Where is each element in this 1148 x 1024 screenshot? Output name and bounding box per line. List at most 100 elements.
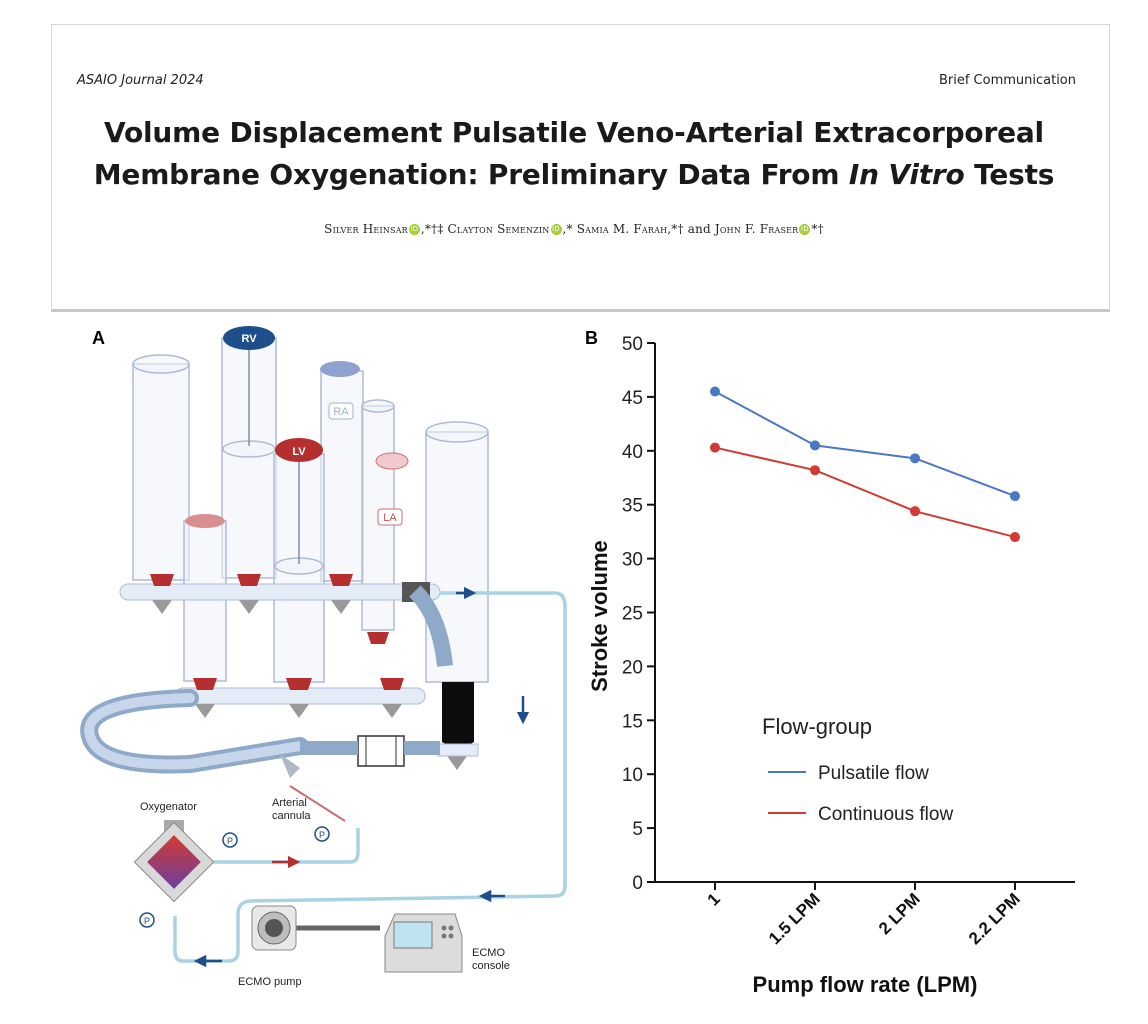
la-badge xyxy=(377,508,403,526)
lower-manifold xyxy=(174,687,426,705)
panel-a: A RV LV RA LA xyxy=(80,326,567,988)
legend-title: Flow-group xyxy=(762,714,872,739)
data-point-pulsatile-flow xyxy=(810,440,820,451)
reservoir-hose xyxy=(409,585,453,667)
ecmo-tubing xyxy=(173,591,567,963)
author-affiliation: ,* xyxy=(562,222,577,236)
panel-b-letter: B xyxy=(585,328,598,348)
series-line-pulsatile-flow xyxy=(714,390,1016,498)
reservoir-base xyxy=(437,743,479,757)
svg-text:P: P xyxy=(227,836,233,846)
arterial-cannula-label-1: Arterial xyxy=(272,797,307,809)
y-tick-label: 10 xyxy=(622,765,643,786)
ra-top xyxy=(320,361,360,377)
cylinder-low-1 xyxy=(183,520,227,682)
author-name: Clayton Semenzin xyxy=(447,222,550,236)
data-point-continuous-flow xyxy=(810,465,820,476)
y-tick-label: 20 xyxy=(622,657,643,678)
legend-label-continuous: Continuous flow xyxy=(818,804,953,825)
valve xyxy=(380,678,404,690)
article-title: Volume Displacement Pulsatile Veno-Arter… xyxy=(0,112,1148,196)
legend-label-pulsatile: Pulsatile flow xyxy=(818,763,929,784)
y-tick-label: 30 xyxy=(622,550,643,571)
y-tick-label: 25 xyxy=(622,604,643,625)
cylinder-la-top xyxy=(361,399,395,413)
lv-badge xyxy=(275,438,323,462)
legend: Flow-group Pulsatile flow Continuous flo… xyxy=(762,714,953,825)
author-1: Silver Heinsar iD ,*†‡ xyxy=(324,222,447,236)
pressure-gauge: P xyxy=(314,826,330,842)
pressure-gauge: P xyxy=(139,912,155,928)
data-point-pulsatile-flow xyxy=(710,386,720,397)
data-point-pulsatile-flow xyxy=(1010,491,1020,502)
figure: A RV LV RA LA xyxy=(80,326,1075,997)
oxygenator-label: Oxygenator xyxy=(140,801,197,813)
black-reservoir xyxy=(442,682,474,747)
cylinder-1-top xyxy=(132,354,190,374)
journal-name: ASAIO Journal 2024 xyxy=(77,73,204,88)
flow-arrows xyxy=(193,586,530,968)
y-tick-label: 45 xyxy=(622,388,643,409)
valve xyxy=(237,574,261,586)
author-name: Silver Heinsar xyxy=(324,222,408,236)
console-screen xyxy=(393,921,433,949)
series-line-continuous-flow xyxy=(714,446,1016,539)
cylinder-1 xyxy=(132,363,190,581)
author-3: Samia M. Farah,*† and xyxy=(577,222,715,236)
ra-badge xyxy=(328,402,354,420)
y-tick-label: 50 xyxy=(622,334,643,355)
x-tick-label: 1 xyxy=(704,889,724,909)
author-affiliation: ,*† and xyxy=(667,222,715,236)
svg-text:P: P xyxy=(144,916,150,926)
y-tick-label: 0 xyxy=(632,873,643,894)
cannula-connector xyxy=(280,754,300,778)
author-name: John F. Fraser xyxy=(714,222,799,236)
svg-text:P: P xyxy=(319,830,325,840)
author-list: Silver Heinsar iD ,*†‡ Clayton Semenzin iD,… xyxy=(0,222,1148,236)
data-point-pulsatile-flow xyxy=(910,453,920,464)
rv-label: RV xyxy=(241,333,257,345)
x-axis-label: Pump flow rate (LPM) xyxy=(753,972,978,997)
orcid-icon[interactable]: iD xyxy=(550,224,562,235)
title-line-2-text: Membrane Oxygenation: Preliminary Data F… xyxy=(93,158,849,191)
author-4: John F. Fraser iD *† xyxy=(715,222,824,236)
y-tick-label: 40 xyxy=(622,442,643,463)
orcid-icon[interactable]: iD xyxy=(408,224,420,235)
section-label: Brief Communication xyxy=(938,73,1076,88)
data-point-continuous-flow xyxy=(1010,532,1020,543)
ecmo-console-label-2: console xyxy=(472,960,510,972)
y-tick-label: 5 xyxy=(632,819,643,840)
valve xyxy=(286,678,312,690)
upper-manifold xyxy=(119,583,441,601)
pressure-gauge: P xyxy=(222,832,238,848)
arterial-cannula xyxy=(289,785,346,822)
x-tick-label: 2.2 LPM xyxy=(965,889,1024,948)
lv-label: LV xyxy=(292,446,306,458)
author-name: Samia M. Farah xyxy=(576,222,668,236)
x-tick-label: 1.5 LPM xyxy=(765,889,824,948)
y-tick-label: 35 xyxy=(622,496,643,517)
author-affiliation: ,*†‡ xyxy=(420,222,448,236)
valve-cones xyxy=(152,600,467,770)
orcid-icon[interactable]: iD xyxy=(799,224,811,235)
title-line-2: Membrane Oxygenation: Preliminary Data F… xyxy=(0,154,1148,196)
la-label: LA xyxy=(383,512,397,524)
x-tick-label: 2 LPM xyxy=(875,889,924,938)
y-tick-label: 15 xyxy=(622,711,643,732)
cylinder-large-top xyxy=(425,421,489,443)
title-line-2-end: Tests xyxy=(964,158,1055,191)
low-1-top xyxy=(185,514,225,528)
la-top-red xyxy=(375,452,409,470)
stroke-volume-chart: Stroke volume Pump flow rate (LPM) Flow-… xyxy=(587,334,1075,997)
valve xyxy=(193,678,217,690)
rv-badge xyxy=(223,326,275,350)
ra-label: RA xyxy=(333,406,349,418)
data-point-continuous-flow xyxy=(710,442,720,453)
author-affiliation: *† xyxy=(811,222,824,236)
arterial-cannula-label-2: cannula xyxy=(272,810,311,822)
title-line-1: Volume Displacement Pulsatile Veno-Arter… xyxy=(104,116,1044,149)
panel-a-letter: A xyxy=(92,328,105,348)
ecmo-console-label-1: ECMO xyxy=(472,947,505,959)
header-card xyxy=(51,24,1110,312)
flow-meter xyxy=(357,735,405,767)
